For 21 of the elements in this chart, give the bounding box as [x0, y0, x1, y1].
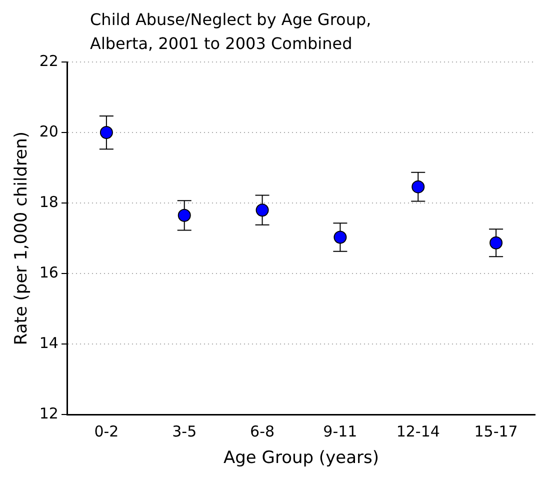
y-tick-label: 16 — [39, 263, 58, 282]
chart-title: Child Abuse/Neglect by Age Group, Alberta, 2001 to 2003 Combined — [90, 9, 372, 55]
y-tick-label: 12 — [39, 404, 58, 422]
x-tick-label: 9-11 — [323, 422, 358, 440]
x-tick-label: 3-5 — [172, 422, 197, 440]
point — [490, 236, 503, 250]
x-tick-label: 15-17 — [474, 422, 518, 440]
point — [100, 126, 113, 140]
x-axis-title: Age Group (years) — [223, 448, 379, 468]
point — [334, 230, 347, 244]
x-tick-label: 0-2 — [94, 422, 119, 440]
point — [256, 204, 269, 217]
x-tick-label: 6-8 — [250, 422, 275, 440]
point — [412, 180, 425, 194]
y-tick-label: 22 — [39, 52, 58, 70]
y-axis-title: Rate (per 1,000 children) — [12, 132, 32, 346]
point — [178, 208, 191, 222]
y-tick-label: 20 — [39, 122, 58, 140]
y-tick-label: 14 — [39, 334, 58, 352]
x-tick-label: 12-14 — [396, 422, 440, 440]
y-tick-label: 18 — [39, 192, 58, 211]
